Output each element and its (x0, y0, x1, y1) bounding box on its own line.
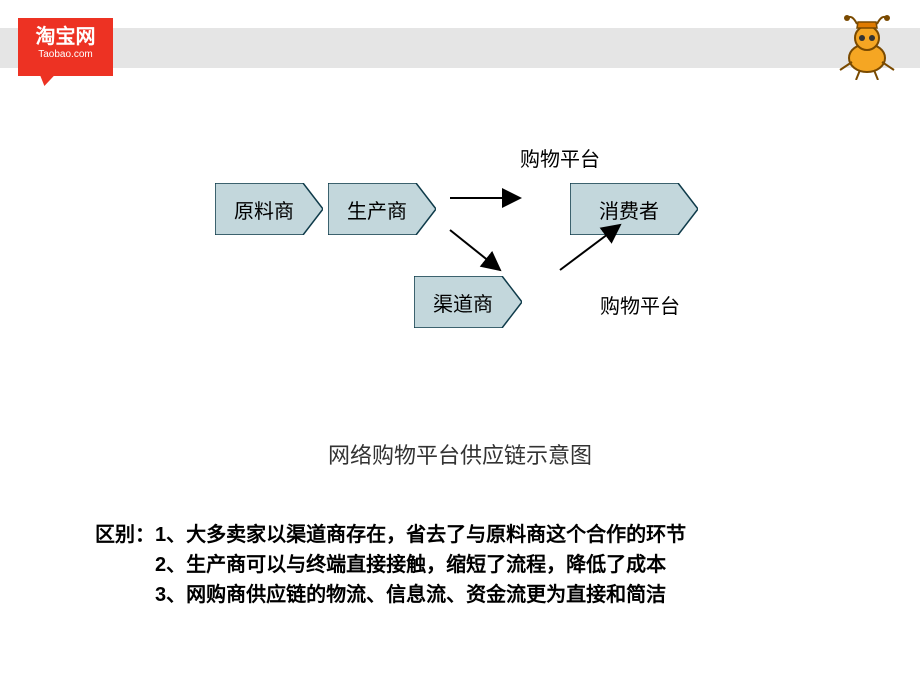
node-producer: 生产商 (328, 183, 436, 235)
diff-line-3: 3、网购商供应链的物流、信息流、资金流更为直接和简洁 (95, 580, 686, 610)
label-platform-bottom: 购物平台 (600, 290, 680, 319)
node-consumer: 消费者 (570, 183, 698, 235)
diff-line-2: 2、生产商可以与终端直接接触，缩短了流程，降低了成本 (95, 550, 686, 580)
node-label: 消费者 (599, 195, 669, 224)
node-label: 渠道商 (433, 288, 503, 317)
diff-line-1: 区别：1、大多卖家以渠道商存在，省去了与原料商这个合作的环节 (95, 520, 686, 550)
difference-list: 区别：1、大多卖家以渠道商存在，省去了与原料商这个合作的环节 2、生产商可以与终… (95, 520, 686, 610)
node-channel: 渠道商 (414, 276, 522, 328)
diagram-subtitle: 网络购物平台供应链示意图 (0, 438, 920, 470)
label-platform-top: 购物平台 (520, 143, 600, 172)
node-label: 生产商 (347, 195, 417, 224)
node-raw-supplier: 原料商 (215, 183, 323, 235)
node-label: 原料商 (234, 195, 304, 224)
